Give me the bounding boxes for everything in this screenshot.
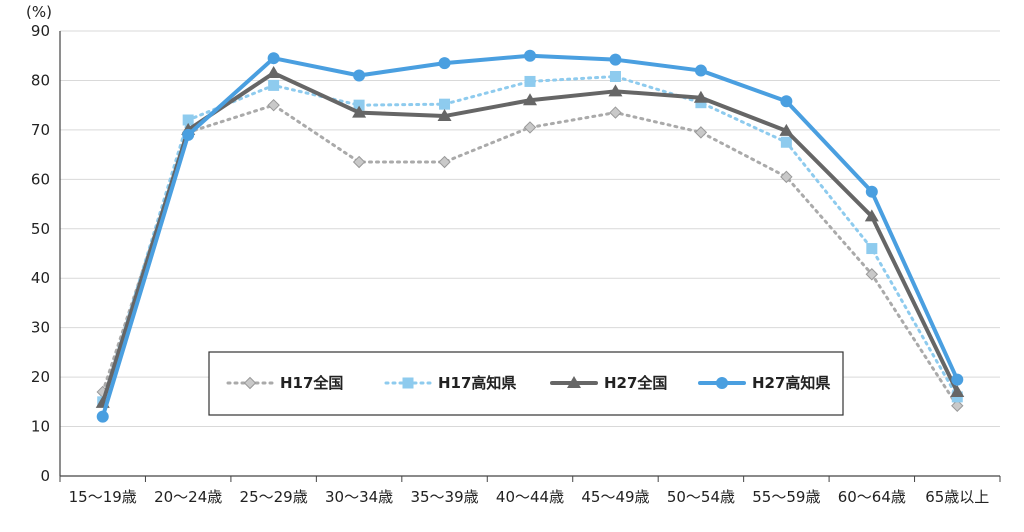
data-point [267,98,280,112]
axes [59,31,1001,482]
data-point [268,79,280,91]
data-point [524,49,536,62]
legend-label: H17全国 [280,374,343,392]
data-point [609,70,621,82]
legend: H17全国 H17高知県 H27全国 H27高知県 [208,351,844,416]
series-3 [95,66,965,408]
legend-swatch-marker [567,376,581,388]
y-tick-label: 20 [31,368,50,386]
x-tick-label: 50～54歳 [667,488,735,506]
series-4 [96,49,964,423]
data-point [779,123,794,136]
legend-item: H17高知県 [384,374,516,392]
data-point [439,98,451,110]
legend-item: H27高知県 [698,374,830,392]
data-point [864,209,879,222]
y-tick-label: 60 [31,170,50,188]
x-tick-label: 55～59歳 [752,488,820,506]
data-point [865,268,879,281]
x-tick-label: 25～29歳 [240,488,308,506]
data-point [608,84,623,97]
data-point [780,170,793,184]
x-tick-label: 20～24歳 [154,488,222,506]
y-tick-label: 0 [40,467,50,485]
data-point [951,373,964,386]
x-tick-label: 35～39歳 [410,488,478,506]
legend-items: H17全国 H17高知県 H27全国 H27高知県 [226,374,830,392]
x-tick-labels: 15～19歳 20～24歳 25～29歳 30～34歳 35～39歳 40～44歳 45～4… [69,488,990,506]
data-point [950,384,965,397]
legend-swatch-marker [402,377,414,389]
data-point [524,75,536,87]
x-tick-label: 15～19歳 [69,488,137,506]
x-tick-label: 60～64歳 [838,488,906,506]
data-point [523,121,537,134]
y-tick-label: 50 [31,220,50,238]
data-point [437,109,452,122]
data-point [951,399,964,412]
data-point [182,128,195,141]
data-point [609,53,622,66]
data-point [266,66,281,79]
legend-item: H27全国 [550,374,667,392]
legend-swatch-marker [716,377,728,389]
data-point [182,114,194,126]
y-axis-unit-label: (%) [26,3,52,21]
legend-item: H17全国 [226,374,343,392]
y-tick-labels: 0 10 20 30 40 50 60 70 80 90 [31,22,50,485]
data-point [693,90,708,103]
data-point [352,105,367,118]
legend-label: H17高知県 [438,374,516,392]
data-point [438,57,451,70]
legend-swatch-marker [243,376,257,390]
data-point [780,95,793,108]
data-point [438,155,451,169]
legend-label: H27高知県 [752,374,830,392]
data-point [267,52,280,65]
data-point [694,64,707,77]
x-tick-label: 65歳以上 [925,488,989,506]
series-line [101,74,959,404]
data-point [353,99,365,111]
y-tick-label: 80 [31,71,50,89]
data-point [96,410,109,423]
series-layer [95,49,965,423]
data-point [353,69,366,82]
data-point [694,126,708,139]
data-point [866,243,878,255]
y-tick-label: 30 [31,319,50,337]
y-tick-label: 10 [31,418,50,436]
data-point [609,106,622,119]
data-point [780,136,792,148]
y-tick-label: 40 [31,269,50,287]
series-1 [96,98,964,412]
x-tick-label: 45～49歳 [581,488,649,506]
data-point [352,155,366,169]
data-point [865,185,878,198]
data-point [523,93,537,106]
y-tick-label: 90 [31,22,50,40]
legend-label: H27全国 [604,374,667,392]
y-tick-label: 70 [31,121,50,139]
x-tick-label: 40～44歳 [496,488,564,506]
x-tick-label: 30～34歳 [325,488,393,506]
